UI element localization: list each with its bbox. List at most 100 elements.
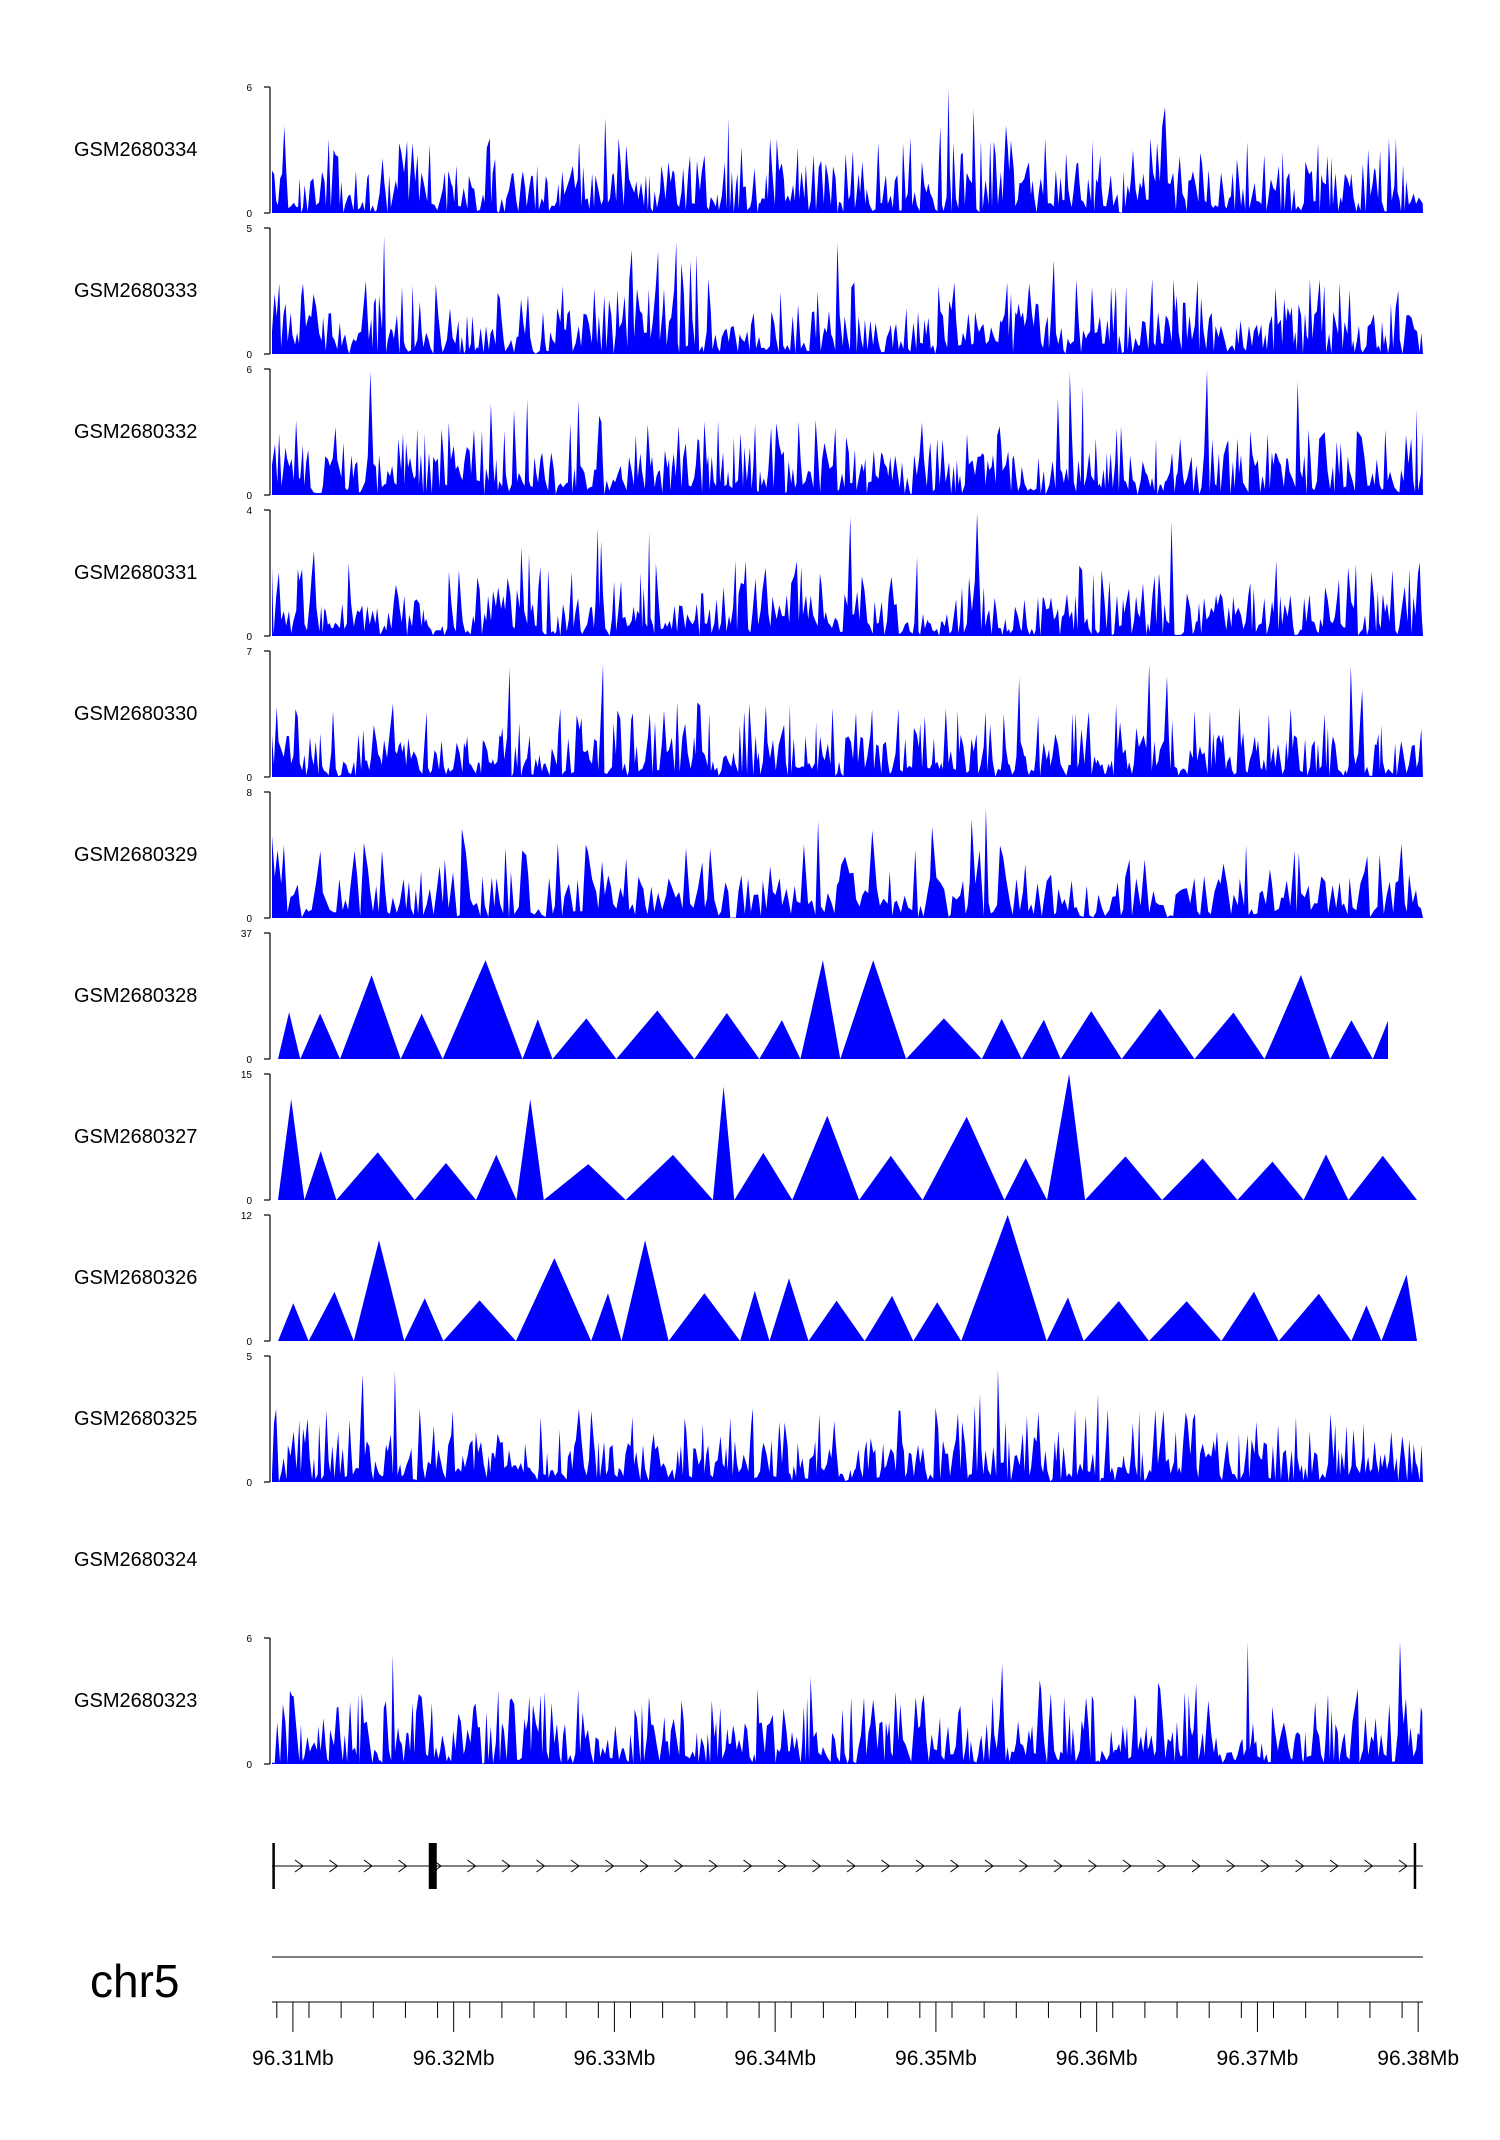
coverage-area	[278, 1215, 1417, 1341]
y-tick-min: 0	[246, 632, 252, 643]
strand-arrow	[915, 1859, 925, 1873]
strand-arrow	[1226, 1859, 1236, 1873]
coverage-area	[272, 235, 1423, 354]
coverage-area	[272, 1369, 1423, 1482]
strand-arrow	[398, 1859, 408, 1873]
track-label: GSM2680327	[74, 1126, 197, 1148]
x-tick-label: 96.35Mb	[895, 2047, 977, 2070]
y-tick-max: 6	[246, 83, 252, 94]
strand-arrow	[1019, 1859, 1029, 1873]
gene-exon	[272, 1843, 275, 1889]
track-GSM2680331: GSM2680331 4 0	[74, 506, 1423, 643]
x-tick-label: 96.34Mb	[734, 2047, 816, 2070]
gene-exon	[428, 1843, 437, 1889]
x-tick-label: 96.32Mb	[413, 2047, 495, 2070]
track-GSM2680332: GSM2680332 6 0	[74, 365, 1423, 502]
y-tick-min: 0	[246, 350, 252, 361]
y-tick-min: 0	[246, 1196, 252, 1207]
strand-arrow	[1295, 1859, 1305, 1873]
strand-arrow	[743, 1859, 753, 1873]
track-GSM2680334: GSM2680334 6 0	[74, 83, 1423, 220]
y-tick-min: 0	[246, 773, 252, 784]
y-tick-min: 0	[246, 1055, 252, 1066]
track-label: GSM2680333	[74, 280, 197, 302]
gene-exon	[1413, 1843, 1417, 1889]
track-GSM2680327: GSM2680327 15 0	[74, 1070, 1417, 1207]
y-tick-max: 7	[246, 647, 252, 658]
y-tick-max: 15	[241, 1070, 253, 1081]
y-tick-max: 6	[246, 365, 252, 376]
strand-arrow	[812, 1859, 822, 1873]
strand-arrow	[950, 1859, 960, 1873]
x-tick-label: 96.33Mb	[574, 2047, 656, 2070]
strand-arrow	[536, 1859, 546, 1873]
track-GSM2680330: GSM2680330 7 0	[74, 647, 1423, 784]
strand-arrow	[674, 1859, 684, 1873]
x-tick-label: 96.36Mb	[1056, 2047, 1138, 2070]
strand-arrow	[984, 1859, 994, 1873]
strand-arrow	[846, 1859, 856, 1873]
strand-arrow	[708, 1859, 718, 1873]
track-GSM2680333: GSM2680333 5 0	[74, 224, 1423, 361]
x-tick-label: 96.31Mb	[252, 2047, 334, 2070]
coverage-area	[272, 664, 1423, 777]
strand-arrow	[329, 1859, 339, 1873]
x-tick-label: 96.38Mb	[1377, 2047, 1459, 2070]
strand-arrow	[777, 1859, 787, 1873]
coverage-area	[272, 1641, 1423, 1764]
strand-arrow	[467, 1859, 477, 1873]
genome-axis: chr5 96.31Mb 96.32Mb 96.33Mb 96.34Mb 96.35Mb…	[90, 1955, 1459, 2070]
coverage-area	[272, 369, 1423, 495]
y-tick-max: 5	[246, 224, 252, 235]
strand-arrow	[1088, 1859, 1098, 1873]
y-tick-min: 0	[246, 209, 252, 220]
track-label: GSM2680328	[74, 985, 197, 1007]
strand-arrow	[639, 1859, 649, 1873]
track-label: GSM2680332	[74, 421, 197, 443]
strand-arrow	[1260, 1859, 1270, 1873]
track-label: GSM2680334	[74, 139, 197, 161]
strand-arrow	[881, 1859, 891, 1873]
chromosome-label: chr5	[90, 1955, 179, 2007]
track-label: GSM2680329	[74, 844, 197, 866]
track-GSM2680326: GSM2680326 12 0	[74, 1211, 1417, 1348]
track-GSM2680325: GSM2680325 5 0	[74, 1352, 1423, 1489]
track-GSM2680323: GSM2680323 6 0	[74, 1634, 1423, 1771]
track-label: GSM2680324	[74, 1549, 197, 1571]
gene-model-track	[272, 1843, 1423, 1889]
y-tick-max: 12	[241, 1211, 253, 1222]
strand-arrow	[1053, 1859, 1063, 1873]
strand-arrow	[605, 1859, 615, 1873]
coverage-tracks: GSM268033460GSM268033350GSM268033260GSM2…	[74, 83, 1423, 1771]
coverage-area	[272, 513, 1423, 636]
y-tick-max: 6	[246, 1634, 252, 1645]
strand-arrow	[363, 1859, 373, 1873]
y-tick-max: 37	[241, 929, 253, 940]
y-tick-min: 0	[246, 914, 252, 925]
strand-arrow	[1157, 1859, 1167, 1873]
y-tick-min: 0	[246, 1760, 252, 1771]
track-label: GSM2680323	[74, 1690, 197, 1712]
strand-arrow	[1329, 1859, 1339, 1873]
track-GSM2680324: GSM2680324	[74, 1549, 197, 1571]
strand-arrow	[1191, 1859, 1201, 1873]
y-tick-min: 0	[246, 1478, 252, 1489]
track-GSM2680328: GSM2680328 37 0	[74, 929, 1388, 1066]
track-label: GSM2680325	[74, 1408, 197, 1430]
y-tick-min: 0	[246, 1337, 252, 1348]
coverage-area	[272, 807, 1423, 918]
track-label: GSM2680331	[74, 562, 197, 584]
x-tick-label: 96.37Mb	[1217, 2047, 1299, 2070]
y-tick-min: 0	[246, 491, 252, 502]
coverage-area	[278, 1074, 1417, 1200]
strand-arrow	[1398, 1859, 1408, 1873]
strand-arrow	[294, 1859, 304, 1873]
strand-arrow	[1122, 1859, 1132, 1873]
coverage-area	[278, 960, 1388, 1059]
strand-arrow	[501, 1859, 511, 1873]
y-tick-max: 5	[246, 1352, 252, 1363]
y-tick-max: 4	[246, 506, 252, 517]
track-GSM2680329: GSM2680329 8 0	[74, 788, 1423, 925]
coverage-area	[272, 88, 1423, 213]
